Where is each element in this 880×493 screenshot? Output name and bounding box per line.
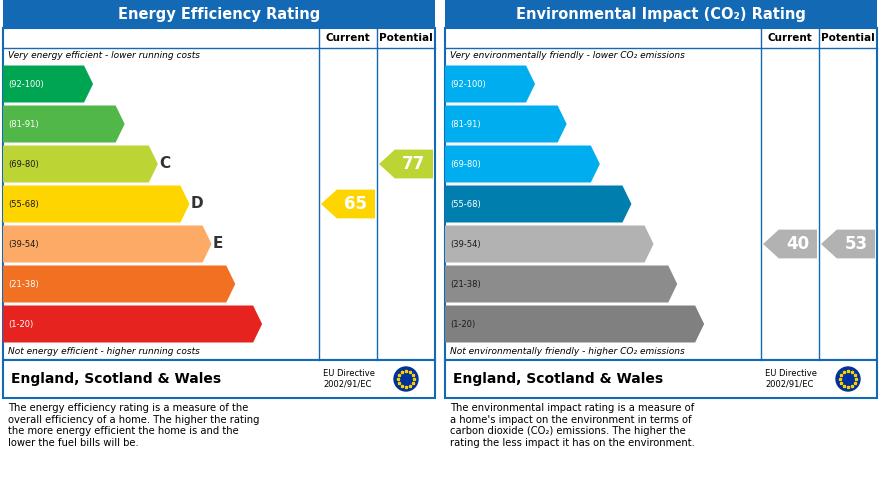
Text: (69-80): (69-80) bbox=[450, 160, 480, 169]
Text: The energy efficiency rating is a measure of the
overall efficiency of a home. T: The energy efficiency rating is a measur… bbox=[8, 403, 260, 448]
Polygon shape bbox=[3, 185, 189, 222]
Text: England, Scotland & Wales: England, Scotland & Wales bbox=[453, 372, 664, 386]
Text: The environmental impact rating is a measure of
a home's impact on the environme: The environmental impact rating is a mea… bbox=[450, 403, 695, 448]
Text: Not environmentally friendly - higher CO₂ emissions: Not environmentally friendly - higher CO… bbox=[450, 348, 685, 356]
Text: (81-91): (81-91) bbox=[450, 119, 480, 129]
Text: EU Directive
2002/91/EC: EU Directive 2002/91/EC bbox=[765, 369, 817, 388]
Bar bbox=[3, 0, 435, 28]
Text: D: D bbox=[190, 197, 203, 211]
Text: (21-38): (21-38) bbox=[450, 280, 480, 288]
Text: E: E bbox=[213, 237, 223, 251]
Text: (39-54): (39-54) bbox=[8, 240, 39, 248]
Polygon shape bbox=[3, 145, 158, 182]
Text: G: G bbox=[705, 317, 717, 331]
Polygon shape bbox=[445, 266, 678, 303]
Text: 65: 65 bbox=[344, 195, 368, 213]
Text: (55-68): (55-68) bbox=[450, 200, 480, 209]
Polygon shape bbox=[3, 66, 93, 103]
Bar bbox=[445, 360, 877, 398]
Polygon shape bbox=[821, 230, 875, 258]
Text: C: C bbox=[158, 156, 170, 172]
Circle shape bbox=[394, 367, 418, 391]
Text: (92-100): (92-100) bbox=[450, 79, 486, 89]
Polygon shape bbox=[3, 266, 235, 303]
Polygon shape bbox=[445, 225, 654, 262]
Bar bbox=[445, 28, 877, 360]
Text: Current: Current bbox=[767, 33, 812, 43]
Text: F: F bbox=[236, 277, 246, 291]
Text: (39-54): (39-54) bbox=[450, 240, 480, 248]
Text: Not energy efficient - higher running costs: Not energy efficient - higher running co… bbox=[8, 348, 200, 356]
Polygon shape bbox=[445, 306, 704, 343]
Text: 77: 77 bbox=[402, 155, 426, 173]
Text: 40: 40 bbox=[787, 235, 810, 253]
Text: (1-20): (1-20) bbox=[450, 319, 475, 328]
Text: Potential: Potential bbox=[821, 33, 875, 43]
Polygon shape bbox=[3, 306, 262, 343]
Text: (21-38): (21-38) bbox=[8, 280, 39, 288]
Text: F: F bbox=[678, 277, 689, 291]
Polygon shape bbox=[379, 149, 433, 178]
Text: (1-20): (1-20) bbox=[8, 319, 33, 328]
Bar bbox=[3, 28, 435, 360]
Bar bbox=[445, 0, 877, 28]
Text: EU Directive
2002/91/EC: EU Directive 2002/91/EC bbox=[323, 369, 375, 388]
Text: Environmental Impact (CO₂) Rating: Environmental Impact (CO₂) Rating bbox=[516, 6, 806, 22]
Text: Very energy efficient - lower running costs: Very energy efficient - lower running co… bbox=[8, 50, 200, 60]
Text: (55-68): (55-68) bbox=[8, 200, 39, 209]
Polygon shape bbox=[445, 66, 535, 103]
Polygon shape bbox=[321, 190, 375, 218]
Text: B: B bbox=[568, 116, 579, 132]
Text: A: A bbox=[94, 76, 106, 92]
Text: Potential: Potential bbox=[379, 33, 433, 43]
Text: Energy Efficiency Rating: Energy Efficiency Rating bbox=[118, 6, 320, 22]
Text: 53: 53 bbox=[844, 235, 868, 253]
Polygon shape bbox=[445, 185, 632, 222]
Text: (69-80): (69-80) bbox=[8, 160, 39, 169]
Polygon shape bbox=[445, 145, 600, 182]
Text: A: A bbox=[536, 76, 548, 92]
Polygon shape bbox=[763, 230, 817, 258]
Text: (92-100): (92-100) bbox=[8, 79, 44, 89]
Text: Very environmentally friendly - lower CO₂ emissions: Very environmentally friendly - lower CO… bbox=[450, 50, 685, 60]
Polygon shape bbox=[445, 106, 567, 142]
Text: England, Scotland & Wales: England, Scotland & Wales bbox=[11, 372, 221, 386]
Text: E: E bbox=[655, 237, 665, 251]
Text: G: G bbox=[263, 317, 275, 331]
Text: (81-91): (81-91) bbox=[8, 119, 39, 129]
Text: Current: Current bbox=[326, 33, 370, 43]
Circle shape bbox=[836, 367, 860, 391]
Polygon shape bbox=[3, 225, 211, 262]
Text: C: C bbox=[601, 156, 612, 172]
Bar bbox=[3, 360, 435, 398]
Polygon shape bbox=[3, 106, 125, 142]
Text: B: B bbox=[126, 116, 137, 132]
Text: D: D bbox=[633, 197, 645, 211]
